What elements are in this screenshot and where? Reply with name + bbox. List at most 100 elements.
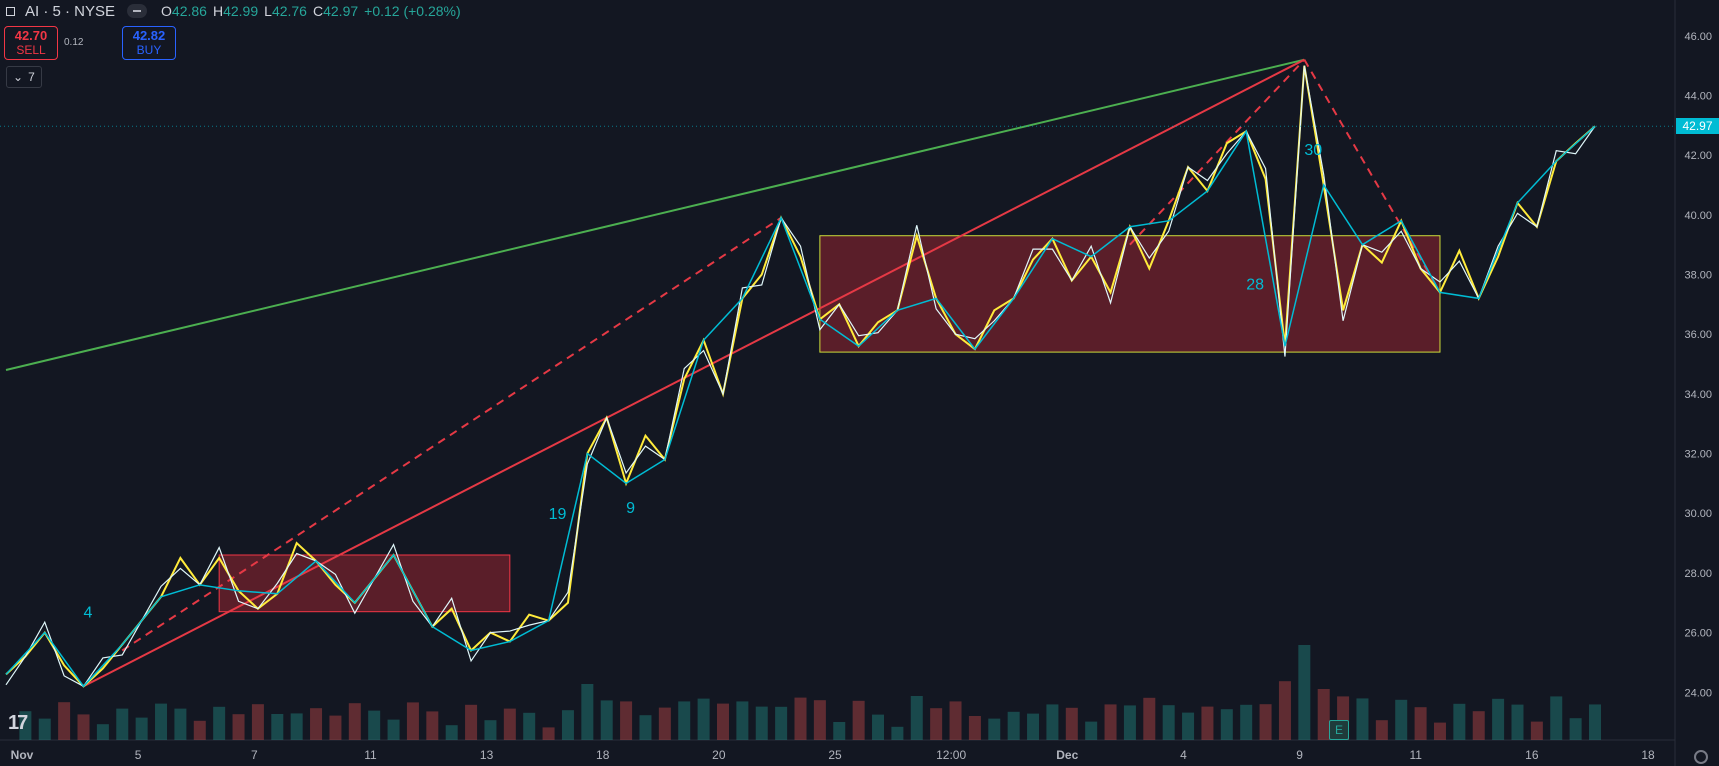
volume-bar [1395,699,1408,740]
volume-bar [968,716,981,740]
y-tick-label: 32.00 [1684,449,1712,461]
y-tick-label: 34.00 [1684,389,1712,401]
indicators-toggle-button[interactable]: ⌄ 7 [6,66,42,88]
volume-bar [1550,696,1563,740]
volume-bar [1589,704,1601,740]
y-tick-label: 42.00 [1684,150,1712,162]
volume-bar [38,718,51,740]
buy-button[interactable]: 42.82 BUY [122,26,176,60]
x-tick-label: 20 [712,748,726,762]
x-tick-label: 4 [1180,748,1187,762]
volume-bar [716,703,729,740]
volume-bar [174,708,187,740]
volume-bar [581,684,594,740]
volume-bar [368,710,381,740]
y-tick-label: 46.00 [1684,31,1712,43]
earnings-icon[interactable]: E [1329,720,1349,740]
volume-bar [1472,711,1485,740]
y-tick-label: 28.00 [1684,568,1712,580]
volume-bar [1492,698,1505,740]
volume-bar [833,722,846,740]
x-tick-label: Nov [11,748,34,762]
x-tick-label: 11 [1409,748,1422,762]
symbol-legend: AI · 5 · NYSE O42.86 H42.99 L42.76 C42.9… [0,0,461,22]
volume-bar [271,714,284,740]
volume-bar [1027,713,1040,740]
x-tick-label: Dec [1056,748,1078,762]
x-tick-label: 18 [596,748,610,762]
volume-bar [503,708,516,740]
x-tick-label: 18 [1641,748,1655,762]
symbol-title[interactable]: AI · 5 · NYSE [25,2,116,20]
volume-bar [116,708,129,740]
volume-bar [813,700,826,740]
volume-bar [1085,721,1098,740]
volume-bar [1065,707,1078,740]
volume-bar [639,715,652,740]
y-tick-label: 30.00 [1684,508,1712,520]
volume-bar [523,712,536,740]
volume-bar [1182,712,1195,740]
settings-gear-icon[interactable] [1694,750,1708,764]
sell-label: SELL [16,43,46,57]
volume-bar [387,719,400,740]
volume-bar [1046,704,1059,740]
wave-label: 19 [549,506,567,523]
volume-bar [290,713,303,740]
volume-bar [910,696,923,740]
volume-bar [1511,704,1524,740]
dashed-trendline [1129,58,1306,246]
volume-bar [949,701,962,740]
volume-bar [1123,705,1136,740]
tradingview-logo-icon[interactable]: 17 [8,712,28,734]
volume-bar [96,724,109,740]
volume-bar [852,700,865,740]
price-axis [1675,0,1719,766]
volume-bar [19,711,32,740]
close-value: C42.97 [312,3,359,19]
volume-bar [1356,698,1369,740]
volume-bar [872,714,885,740]
volume-bar [1317,689,1330,740]
wave-label: 30 [1304,142,1322,159]
collapse-legend-button[interactable] [127,4,148,18]
high-value: H42.99 [212,3,259,19]
wave-label: 9 [626,500,635,517]
volume-bar [251,704,264,740]
trendline [83,58,1305,688]
volume-bar [1278,681,1291,740]
sell-button[interactable]: 42.70 SELL [4,26,58,60]
volume-bar [1530,721,1543,740]
legend-square-icon [6,6,15,16]
volume-bar [1259,704,1272,740]
x-tick-label: 11 [364,748,377,762]
chevron-down-icon: ⌄ [13,70,24,84]
volume-bar [1007,711,1020,740]
x-tick-label: 7 [251,748,258,762]
x-tick-label: 16 [1525,748,1539,762]
volume-bar [1240,704,1253,740]
last-price-label: 42.97 [1676,118,1719,135]
buy-label: BUY [136,43,162,57]
volume-bar [1453,703,1466,740]
spread-value: 0.12 [64,37,84,48]
y-tick-label: 40.00 [1684,210,1712,222]
x-tick-label: 12:00 [936,748,966,762]
wave-label: 28 [1246,276,1264,293]
volume-bar [755,706,768,740]
volume-bar [193,720,206,740]
volume-bar [1375,720,1388,740]
open-value: O42.86 [161,3,207,19]
volume-bar [1220,709,1233,740]
volume-bar [77,714,90,740]
volume-bar [600,700,613,740]
volume-bar [1414,707,1427,740]
volume-bar [1298,645,1311,740]
y-tick-label: 26.00 [1684,628,1712,640]
wave-label: 4 [84,605,93,622]
volume-bar [58,702,71,740]
volume-bar [232,714,245,740]
volume-bar [348,703,361,740]
